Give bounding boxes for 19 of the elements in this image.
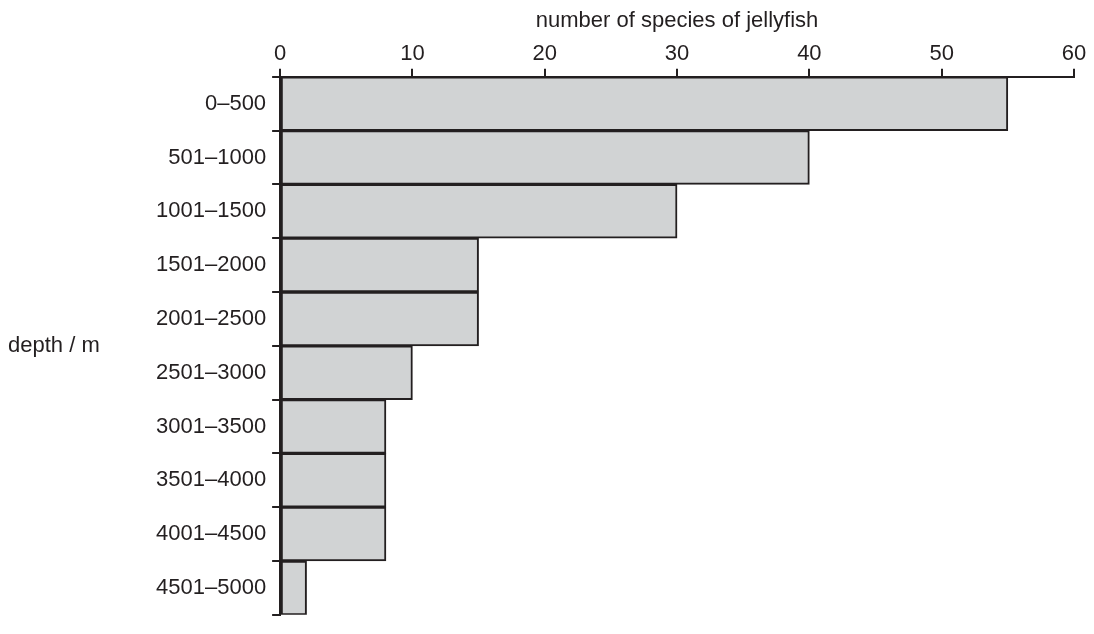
- y-tick-label: 501–1000: [168, 143, 267, 169]
- y-tick-label: 2501–3000: [155, 358, 267, 384]
- y-tick-label: 2001–2500: [155, 304, 267, 330]
- x-tick-label: 50: [929, 39, 954, 65]
- x-tick-label: 40: [797, 39, 822, 65]
- x-tick-label: 20: [532, 39, 557, 65]
- y-tick-label: 4001–4500: [155, 520, 267, 546]
- x-axis-title: number of species of jellyfish: [535, 7, 819, 33]
- y-tick-label: 3001–3500: [155, 412, 267, 438]
- y-tick-label: 1001–1500: [155, 197, 267, 223]
- x-tick-label: 60: [1061, 39, 1087, 65]
- x-tick-label: 10: [400, 39, 425, 65]
- x-tick-label: 30: [664, 39, 690, 65]
- y-tick-label: 4501–5000: [155, 573, 267, 599]
- y-axis-title: depth / m: [8, 331, 100, 357]
- y-tick-label: 0–500: [204, 89, 267, 115]
- y-tick-label: 1501–2000: [155, 251, 267, 277]
- x-tick-label: 0: [273, 39, 287, 65]
- y-tick-label: 3501–4000: [155, 466, 267, 492]
